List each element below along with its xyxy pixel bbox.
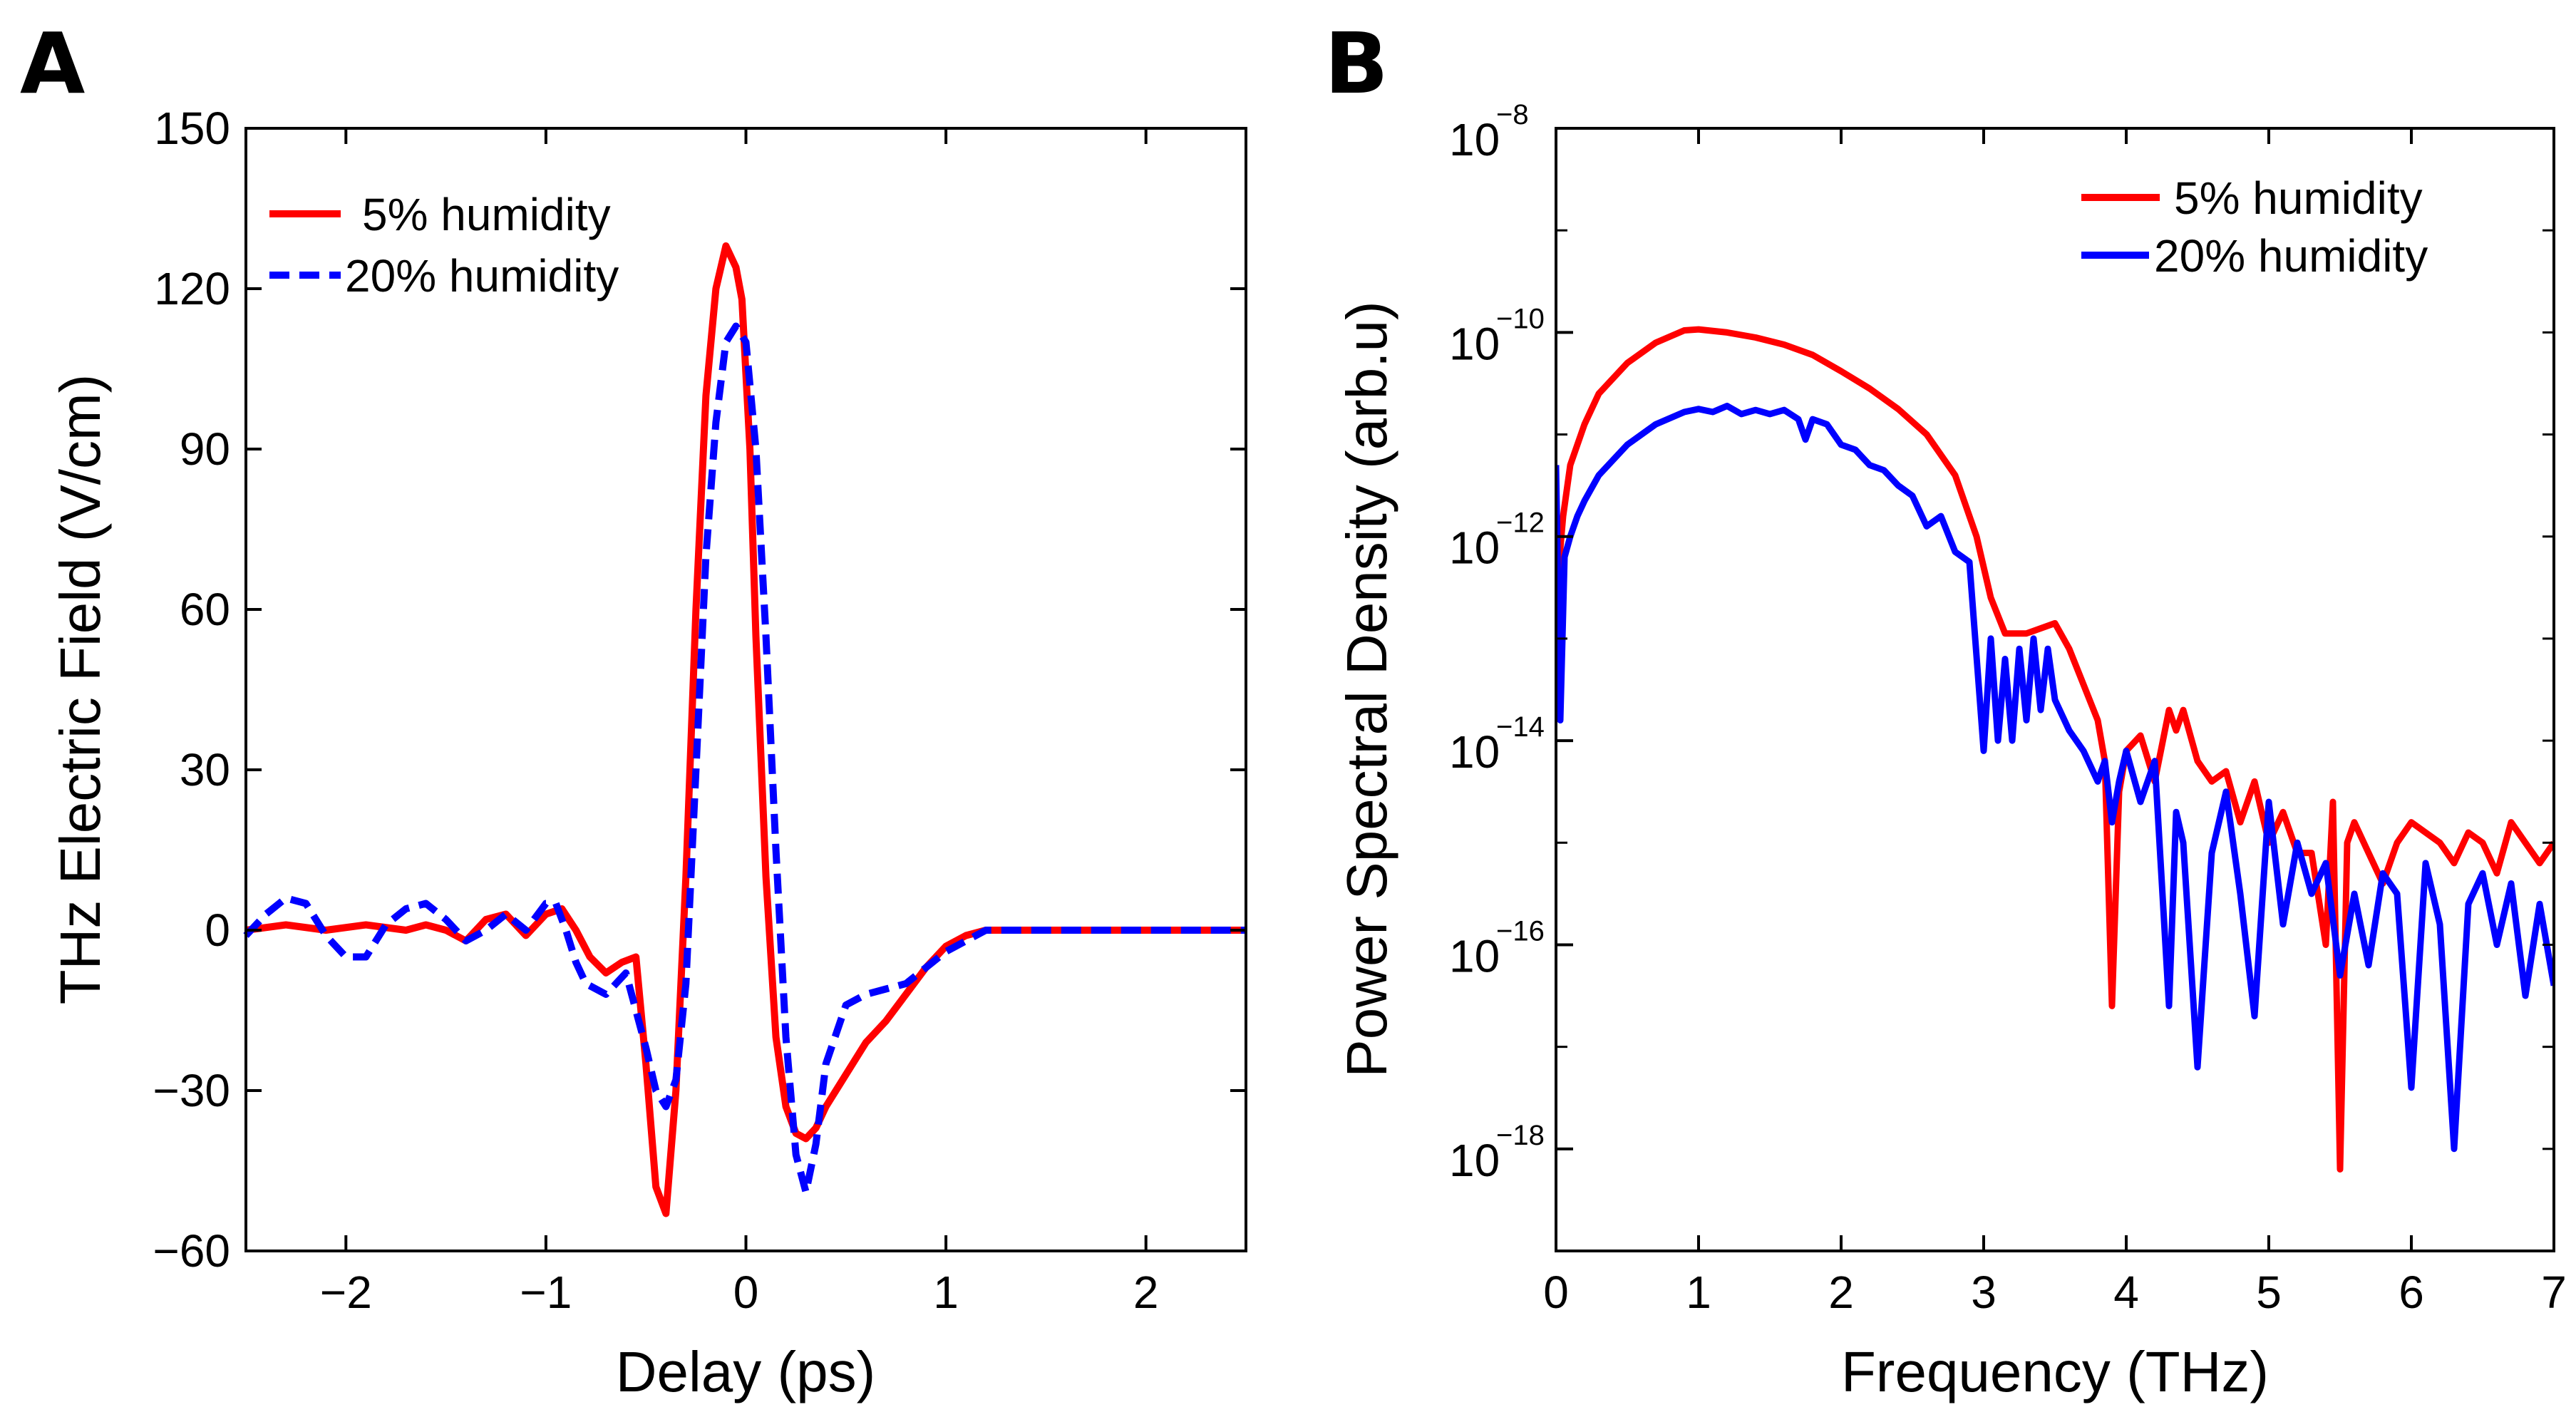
panel-a-y-tick-label: 60 (180, 584, 230, 635)
panel-b-y-tick-label-base: 10 (1449, 726, 1500, 778)
panel-a-series (243, 242, 1246, 1217)
panel-a-y-tick-label: 30 (180, 744, 230, 795)
panel-b-y-tick-label-exponent: −8 (1496, 99, 1529, 130)
panel-b-y-tick-label-exponent: −10 (1496, 303, 1545, 334)
panel-b-legend: 5% humidity 20% humidity (2081, 172, 2428, 282)
panel-b-y-tick-label-base: 10 (1449, 318, 1500, 369)
panel-b-x-tick-label: 6 (2399, 1267, 2424, 1318)
panel-a-series-20pct-humidity (243, 322, 1246, 1196)
panel-b-legend-label-5pct: 5% humidity (2174, 172, 2423, 224)
panel-b-x-tick-label: 7 (2541, 1267, 2567, 1318)
panel-b-x-tick-label: 0 (1543, 1267, 1569, 1318)
panel-b-x-tick-label: 2 (1828, 1267, 1854, 1318)
panel-b-y-tick-label-base: 10 (1449, 522, 1500, 574)
panel-b-series-20pct-humidity (1556, 403, 2554, 1153)
panel-a-y-tick-label: 120 (154, 263, 230, 314)
panel-a-legend: 5% humidity 20% humidity (269, 189, 619, 302)
panel-a-legend-label-20pct: 20% humidity (345, 250, 619, 302)
panel-a-legend-label-5pct: 5% humidity (362, 189, 611, 240)
panel-b-y-tick-label-exponent: −14 (1496, 711, 1545, 743)
panel-b-plot-frame (1555, 127, 2555, 1252)
panel-a-y-axis-title: THz Electric Field (V/cm) (48, 374, 112, 1005)
panel-b-legend-label-20pct: 20% humidity (2154, 230, 2428, 282)
panel-b-letter: B (1324, 14, 1389, 113)
panel-b-y-axis-title: Power Spectral Density (arb.u) (1335, 301, 1398, 1077)
panel-a-x-tick-label: −2 (320, 1267, 372, 1318)
panel-a-y-tick-label: −60 (153, 1225, 230, 1277)
panel-a-series-5pct-humidity (245, 242, 1246, 1217)
panel-b-y-tick-label-exponent: −18 (1496, 1120, 1545, 1151)
panel-a-x-axis-title: Delay (ps) (616, 1340, 876, 1403)
panel-a-x-tick-label: 2 (1133, 1267, 1159, 1318)
panel-b-series-5pct-humidity (1556, 326, 2554, 1173)
panel-b-x-tick-label: 1 (1686, 1267, 1711, 1318)
panel-b-x-tick-label: 5 (2256, 1267, 2282, 1318)
panel-a-y-tick-label: 0 (205, 905, 230, 956)
panel-a-y-tick-label: −30 (153, 1065, 230, 1116)
panel-b-x-tick-label: 4 (2113, 1267, 2139, 1318)
panel-a-x-tick-label: 1 (933, 1267, 959, 1318)
panel-a-y-tick-label: 90 (180, 423, 230, 475)
panel-b-y-tick-label-base: 10 (1449, 1135, 1500, 1186)
panel-a-x-tick-label: −1 (520, 1267, 572, 1318)
panel-b-y-tick-label-base: 10 (1449, 114, 1500, 165)
panel-b-y-tick-label-base: 10 (1449, 930, 1500, 982)
panel-b-y-tick-label-exponent: −16 (1496, 915, 1545, 947)
panel-b-x-axis-title: Frequency (THz) (1841, 1340, 2269, 1403)
panel-a-y-tick-label: 150 (154, 103, 230, 154)
panel-a-letter: A (20, 14, 85, 113)
panel-b-series (1556, 326, 2554, 1173)
panel-a-ticks: −60 −30 0 30 60 90 120 150 −2 −1 0 1 2 (153, 103, 1246, 1318)
panel-b-y-tick-label-exponent: −12 (1496, 508, 1545, 539)
panel-a-x-tick-label: 0 (733, 1267, 759, 1318)
panel-b-x-tick-label: 3 (1971, 1267, 1997, 1318)
